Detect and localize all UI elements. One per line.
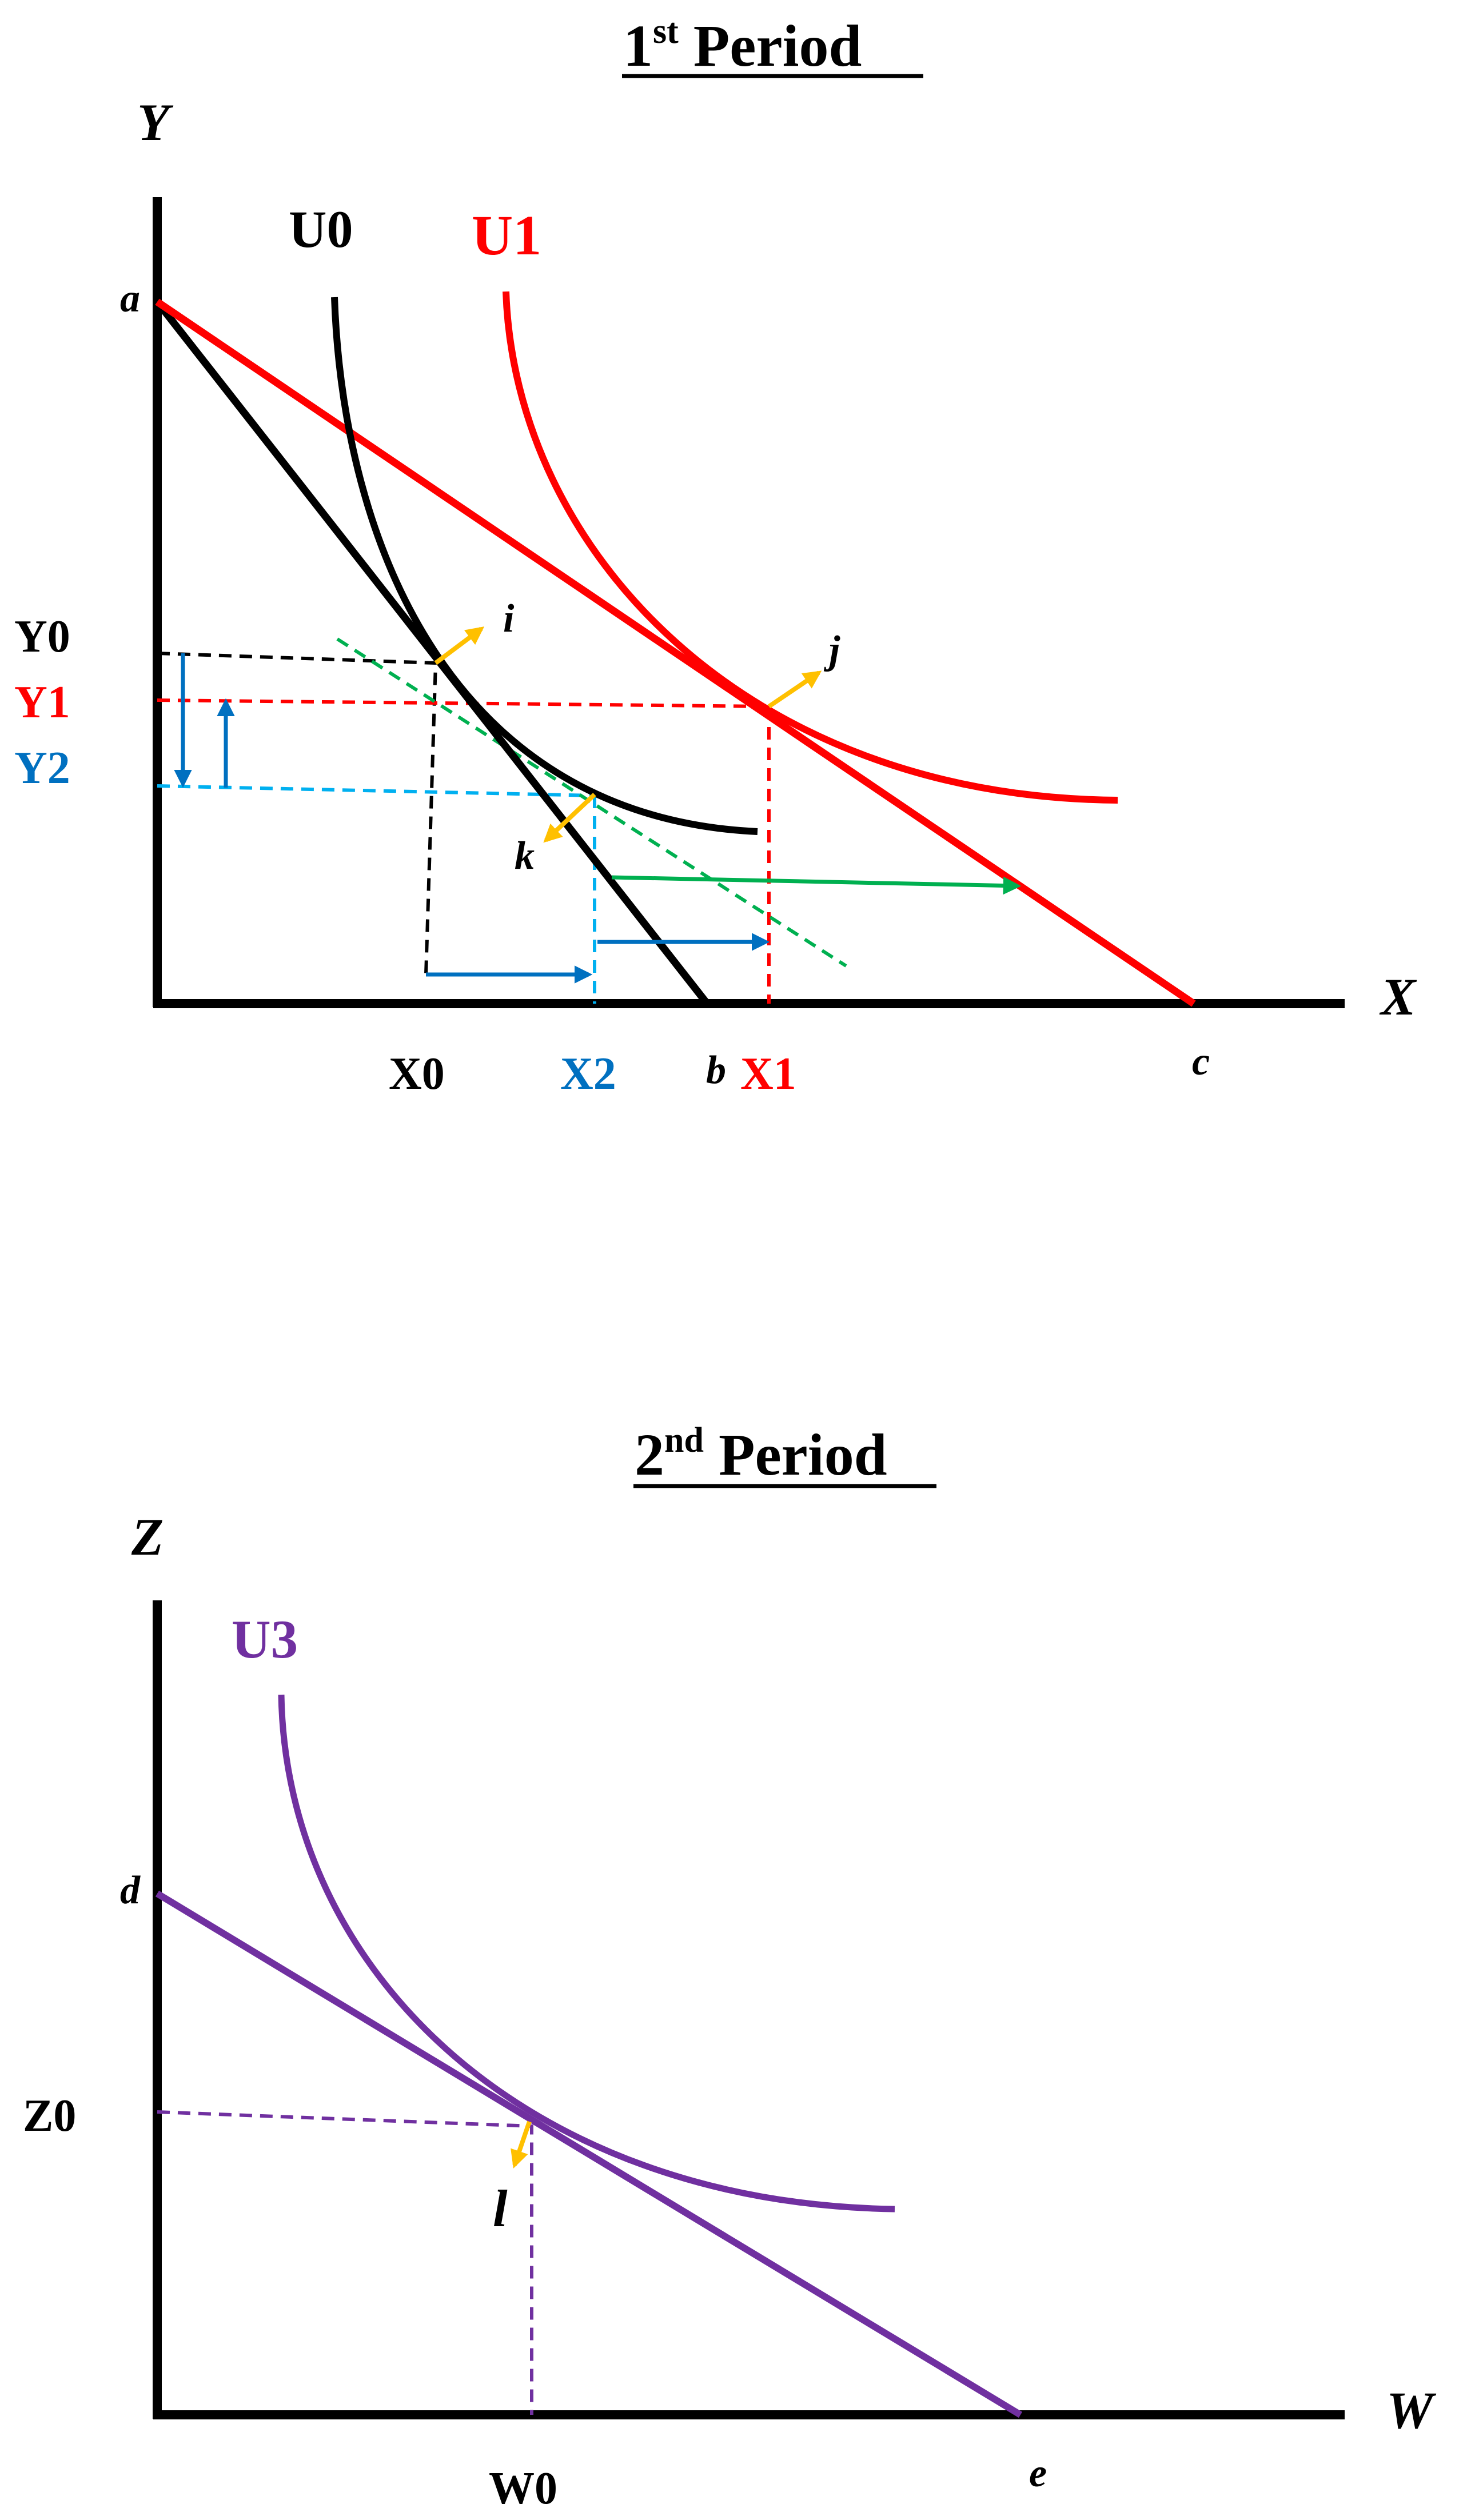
period1-title: 1st Period [622, 12, 923, 79]
point-b-label: b [706, 1048, 726, 1092]
arrow-k [543, 793, 596, 843]
arrow-l [511, 2120, 532, 2169]
indifference-curve-u1 [503, 291, 1118, 804]
u0-label: U0 [289, 200, 353, 258]
z-axis-label: Z [131, 1508, 164, 1566]
x2-label: X2 [560, 1049, 616, 1099]
arrow-i [434, 626, 485, 665]
x-axis-label: X [1379, 968, 1417, 1026]
period2-title-number: 2 [635, 1422, 664, 1488]
point-c-label: c [1192, 1040, 1210, 1084]
x0-label: X0 [389, 1049, 445, 1099]
u1-label: U1 [472, 203, 541, 267]
arrow-budget-shift [611, 875, 1022, 895]
point-j-label: j [823, 628, 840, 672]
indifference-curve-u0 [331, 297, 758, 835]
period1-title-superscript: st [653, 12, 679, 51]
point-e-label: e [1029, 2451, 1047, 2495]
arrow-j [767, 670, 822, 709]
point-a-label: a [120, 277, 140, 321]
z0-guide-line [157, 2110, 533, 2415]
green-dashed-budget-line [336, 637, 847, 968]
x1-label: X1 [740, 1049, 796, 1099]
point-d-label: d [120, 1868, 141, 1912]
w-axis-label: W [1386, 2381, 1437, 2439]
y-axis-label: Y [137, 93, 174, 151]
w0-label: W0 [489, 2463, 557, 2514]
z0-label: Z0 [23, 2091, 76, 2141]
y1-label: Y1 [14, 677, 70, 728]
period1-title-number: 1 [623, 13, 653, 79]
y1-guide-line [157, 698, 770, 708]
point-l-label: l [493, 2179, 508, 2238]
point-i-label: i [503, 597, 515, 641]
y0-label: Y0 [14, 612, 70, 662]
budget-line-ac [155, 298, 1196, 1007]
point-k-label: k [515, 834, 535, 878]
period1-title-text: Period [679, 13, 862, 79]
period2-title-text: Period [704, 1422, 887, 1488]
svg-text:2nd Period: 2nd Period [635, 1421, 887, 1488]
svg-text:1st Period: 1st Period [623, 12, 862, 79]
y2-label: Y2 [14, 743, 70, 793]
indifference-curve-u3 [278, 1694, 895, 2213]
y2-guide-line [157, 784, 595, 797]
u3-label: U3 [232, 1609, 298, 1670]
period2-title-superscript: nd [664, 1421, 704, 1460]
budget-line-de [155, 1890, 1023, 2418]
period2-title: 2nd Period [633, 1421, 936, 1488]
